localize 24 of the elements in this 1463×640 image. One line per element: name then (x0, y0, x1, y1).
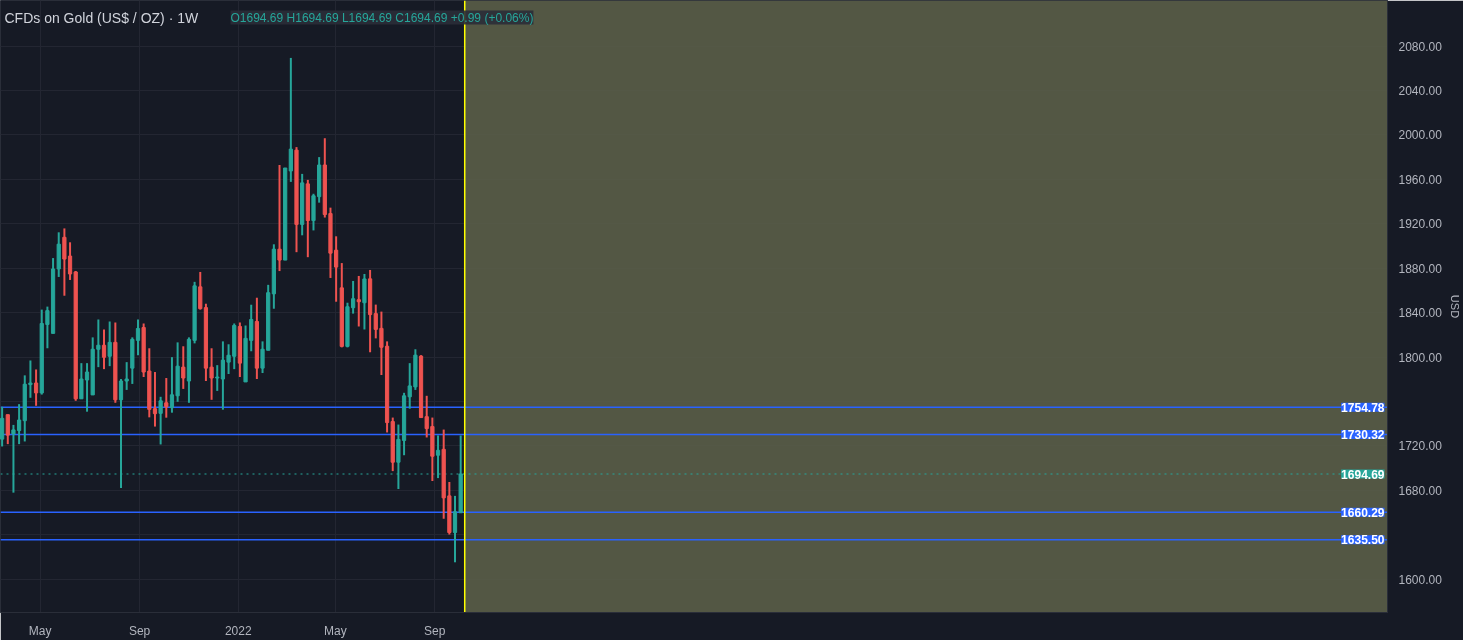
y-tick-label: 2040.00 (1398, 83, 1443, 98)
y-axis-title: USD (1448, 294, 1461, 319)
y-tick-label: 1880.00 (1398, 261, 1443, 276)
y-tick-label: 1720.00 (1398, 439, 1443, 454)
ref-line-label: 1730.32 (1341, 427, 1385, 442)
x-tick-label: May (28, 623, 52, 638)
y-tick-label: 2000.00 (1398, 128, 1443, 143)
x-tick-label: May (323, 623, 347, 638)
y-tick-label: 1920.00 (1398, 217, 1443, 232)
y-tick-label: 1680.00 (1398, 483, 1443, 498)
y-tick-label: 1800.00 (1398, 350, 1443, 365)
text: O1694.69 H1694.69 L1694.69 C1694.69 +0.99 (+0.06%) (230, 10, 534, 25)
y-tick-label: 1840.00 (1398, 306, 1443, 321)
ref-line-label: 1660.29 (1341, 505, 1385, 520)
x-tick-label: 2022 (224, 623, 252, 638)
x-tick-label: Sep (424, 623, 446, 638)
x-tick-label: Sep (128, 623, 151, 638)
y-tick-label: 2080.00 (1398, 39, 1443, 54)
ref-line-label: 1754.78 (1341, 400, 1385, 415)
y-tick-label: 1960.00 (1398, 172, 1443, 187)
y-tick-label: 1600.00 (1398, 572, 1443, 587)
ref-line-label: 1635.50 (1341, 533, 1385, 548)
ref-line-label: 1694.69 (1341, 467, 1385, 482)
text: CFDs on Gold (US$ / OZ) · 1W (4, 9, 199, 26)
